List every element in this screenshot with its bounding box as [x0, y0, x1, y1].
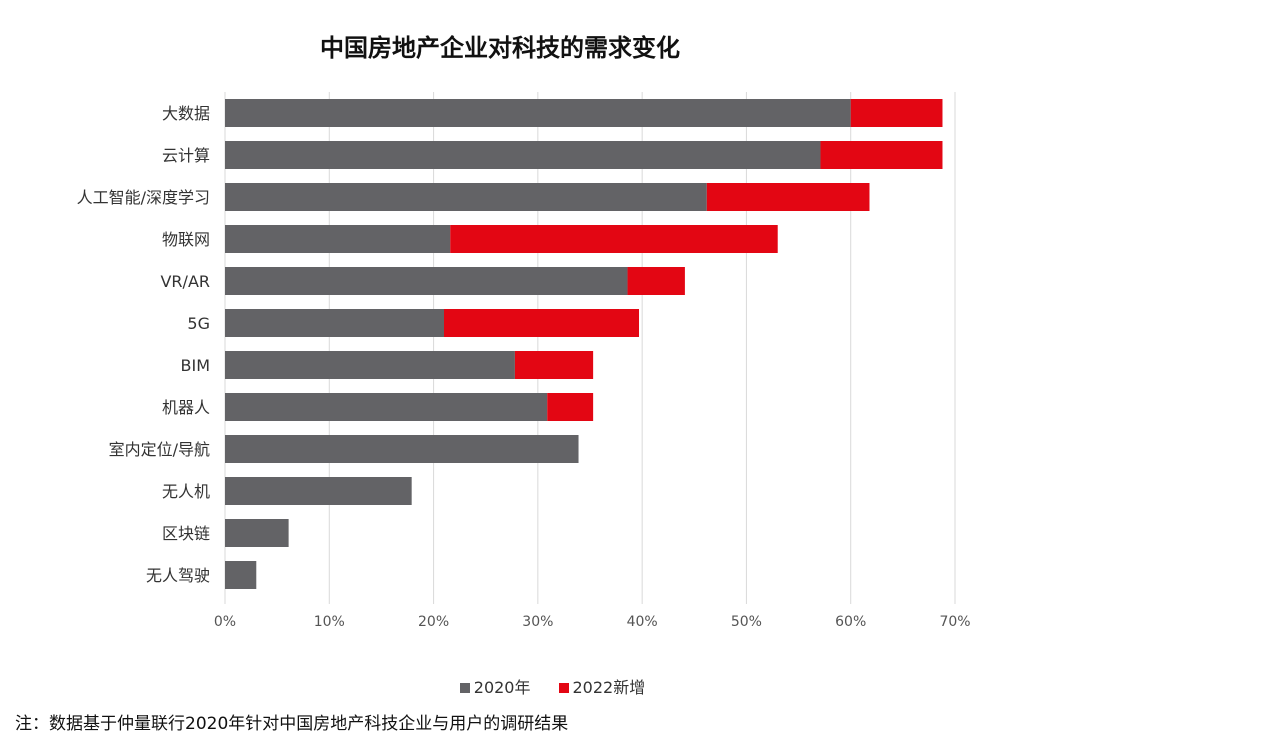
bar-segment-2020	[225, 519, 289, 547]
legend-label: 2020年	[473, 678, 531, 697]
x-tick-label: 40%	[627, 614, 658, 630]
bar-segment-2020	[225, 393, 548, 421]
bar-segment-2020	[225, 435, 579, 463]
bar-segment-2020	[225, 141, 821, 169]
category-label: 大数据	[162, 104, 210, 123]
category-label: 机器人	[162, 398, 210, 417]
footnote: 注：数据基于仲量联行2020年针对中国房地产科技企业与用户的调研结果	[15, 714, 569, 734]
legend-swatch	[459, 683, 470, 693]
category-label: 区块链	[162, 524, 210, 543]
x-tick-label: 0%	[214, 614, 236, 630]
legend-item: 2020年	[459, 674, 531, 698]
bar-segment-2022-increase	[627, 267, 685, 295]
x-tick-label: 20%	[418, 614, 449, 630]
bar-segment-2022-increase	[706, 183, 870, 211]
bar-chart: 0% 10% 20% 30% 40% 50% 60% 70% 大数据云计算人工智能/深度学习物联…	[77, 92, 971, 630]
chart-title: 中国房地产企业对科技的需求变化	[320, 34, 680, 62]
legend: 2020年 2022新增	[0, 674, 1105, 698]
bar-segment-2022-increase	[547, 393, 594, 421]
bar-segment-2020	[225, 351, 515, 379]
category-label: 人工智能/深度学习	[77, 188, 210, 207]
bar-segment-2020	[225, 309, 444, 337]
legend-label: 2022新增	[572, 678, 646, 697]
bar-segment-2022-increase	[444, 309, 640, 337]
x-tick-label: 50%	[731, 614, 762, 630]
x-tick-label: 60%	[835, 614, 866, 630]
x-tick-label: 10%	[314, 614, 345, 630]
bar-segment-2020	[225, 99, 851, 127]
category-label: 5G	[187, 314, 210, 333]
category-label: 物联网	[162, 230, 210, 249]
bar-segment-2020	[225, 267, 628, 295]
category-label: 室内定位/导航	[109, 440, 210, 459]
bar-segment-2020	[225, 477, 412, 505]
x-tick-label: 70%	[939, 614, 970, 630]
category-label: 无人驾驶	[146, 566, 210, 585]
category-label: 无人机	[162, 482, 210, 501]
bar-segment-2022-increase	[450, 225, 778, 253]
legend-item: 2022新增	[558, 674, 646, 698]
bar-segment-2020	[225, 561, 257, 589]
x-tick-label: 30%	[522, 614, 553, 630]
legend-swatch	[558, 683, 569, 693]
bar-segment-2022-increase	[514, 351, 594, 379]
bar-segment-2020	[225, 183, 707, 211]
bar-segment-2022-increase	[820, 141, 943, 169]
category-label: 云计算	[162, 146, 210, 165]
category-label: BIM	[181, 356, 211, 375]
bar-segment-2020	[225, 225, 451, 253]
bar-segment-2022-increase	[850, 99, 943, 127]
category-label: VR/AR	[160, 272, 210, 291]
